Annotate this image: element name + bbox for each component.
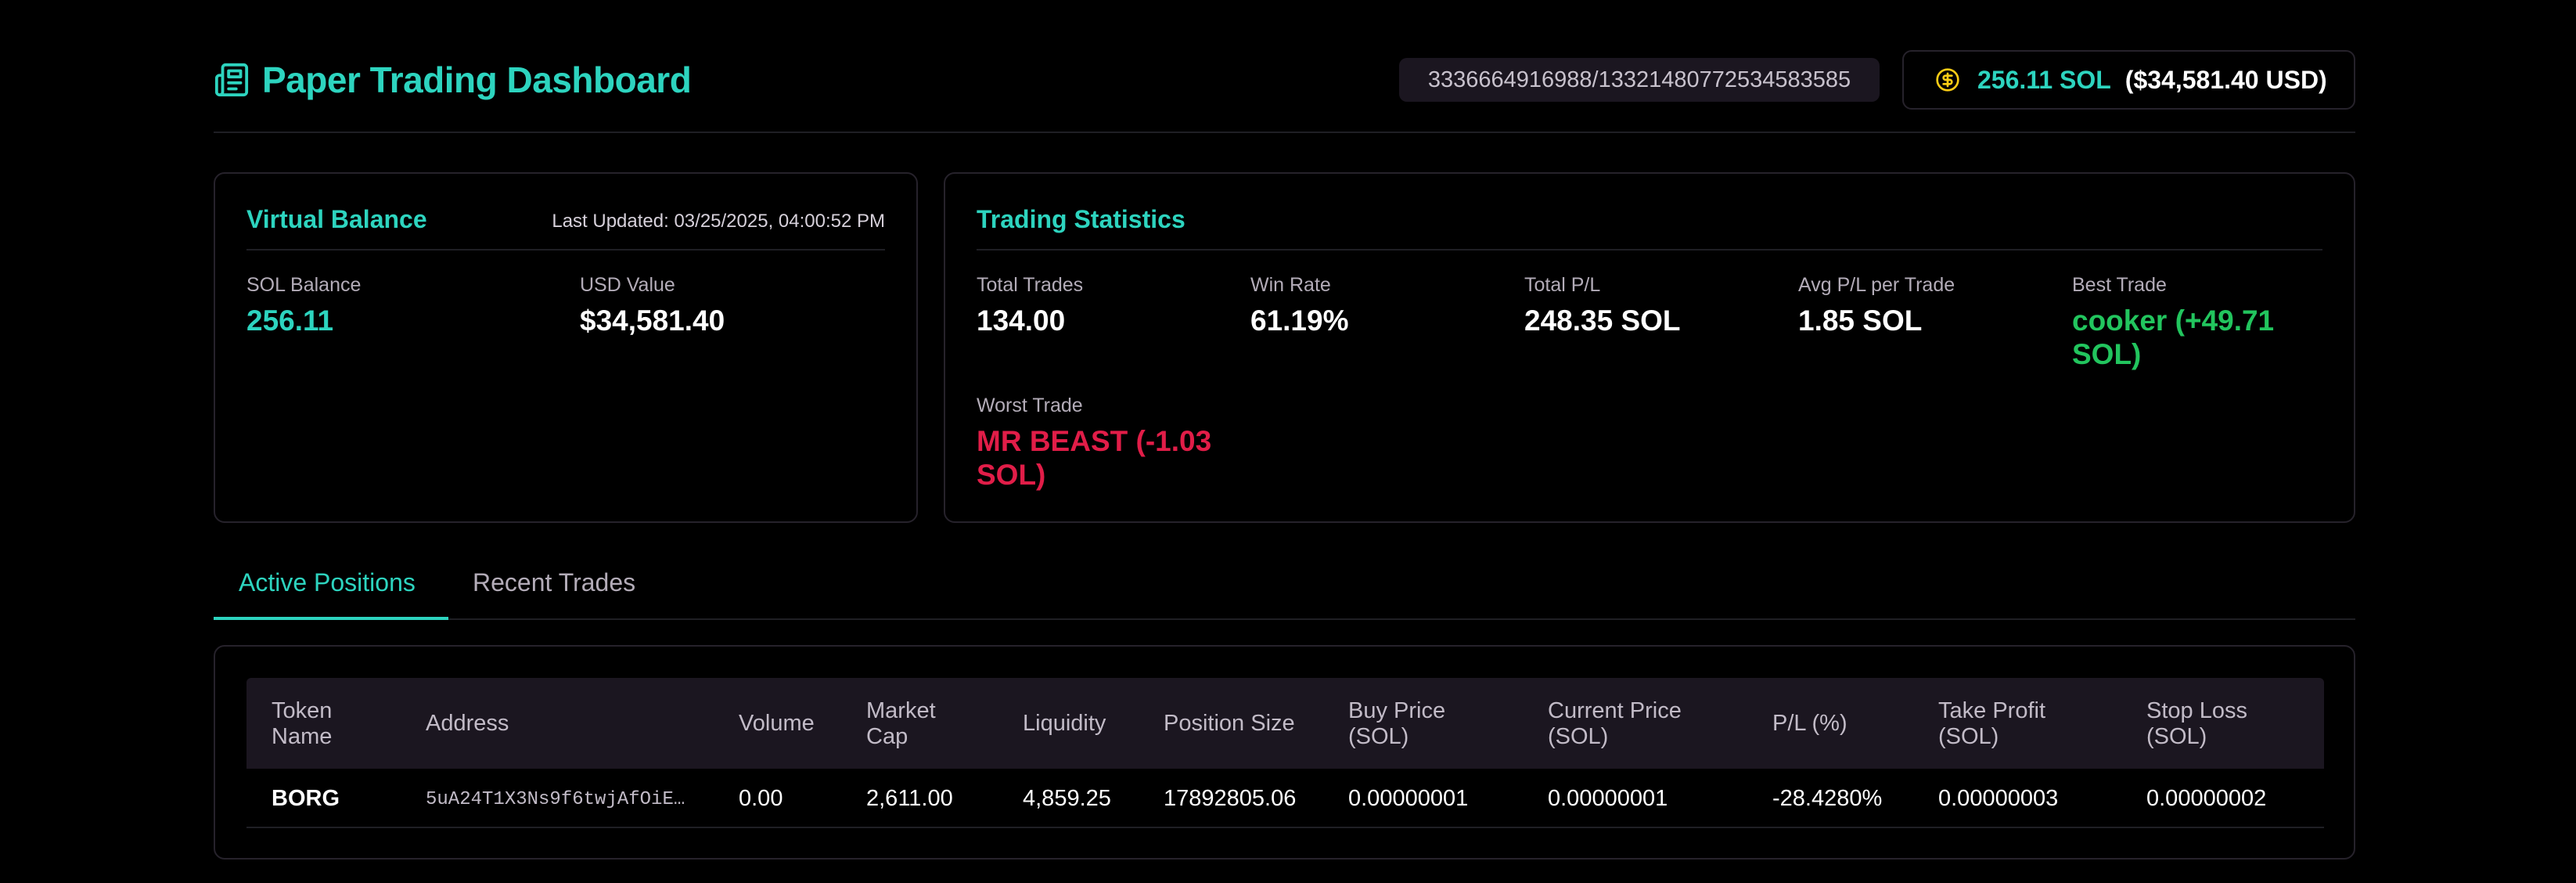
column-header-line: Liquidity (1023, 711, 1106, 736)
column-header: Position Size (1164, 711, 1295, 737)
page-title: Paper Trading Dashboard (262, 59, 692, 100)
total-trades-label: Total Trades (977, 274, 1084, 296)
balance-sol: 256.11 SOL (1977, 65, 2111, 94)
column-header-line: Token (272, 698, 333, 723)
usd-value: $34,581.40 (580, 305, 725, 337)
column-header: Token Name (272, 698, 332, 750)
total-pl-label: Total P/L (1524, 274, 1601, 296)
column-header: P/L (%) (1772, 711, 1847, 737)
best-trade-line: cooker (+49.71 (2072, 305, 2275, 337)
column-header: Address (426, 711, 509, 737)
column-header-line: Cap (866, 724, 908, 749)
column-header-line: Stop Loss (2146, 698, 2247, 723)
trading-statistics-card: Trading Statistics Total Trades 134.00 W… (944, 172, 2355, 523)
current-price-cell: 0.00000001 (1548, 786, 1668, 811)
address-cell[interactable]: 5uA24T1X3Ns9f6twjAfOiE… (426, 789, 685, 810)
stop-loss-cell: 0.00000002 (2146, 786, 2267, 811)
liquidity-cell: 4,859.25 (1023, 786, 1111, 811)
market-cap-cell: 2,611.00 (866, 786, 953, 811)
column-header-line: (SOL) (2146, 724, 2207, 749)
column-header-line: Take Profit (1938, 698, 2045, 723)
last-updated: Last Updated: 03/25/2025, 04:00:52 PM (552, 211, 885, 232)
column-header-line: Position Size (1164, 711, 1295, 736)
newspaper-icon (214, 63, 249, 97)
total-trades-value: 134.00 (977, 305, 1066, 337)
avg-pl-label: Avg P/L per Trade (1798, 274, 1955, 296)
tab-recent-trades[interactable]: Recent Trades (473, 568, 636, 596)
column-header: Stop Loss (SOL) (2146, 698, 2247, 750)
worst-trade-value: MR BEAST (-1.03 SOL) (977, 424, 1211, 492)
column-header-line: Current Price (1548, 698, 1682, 723)
column-header-line: P/L (%) (1772, 711, 1847, 736)
table-header: Token Name Address Volume Market Cap Liquidity… (246, 678, 2324, 769)
column-header: Liquidity (1023, 711, 1106, 737)
column-header: Take Profit (SOL) (1938, 698, 2045, 750)
sol-balance-value: 256.11 (246, 305, 334, 337)
column-header-line: (SOL) (1348, 724, 1409, 749)
take-profit-cell: 0.00000003 (1938, 786, 2059, 811)
balance-usd: ($34,581.40 USD) (2124, 65, 2327, 94)
column-header-line: (SOL) (1938, 724, 1999, 749)
column-header: Market Cap (866, 698, 936, 750)
column-header-line: Address (426, 711, 509, 736)
pl-percent-cell: -28.4280% (1772, 786, 1883, 811)
virtual-balance-card: Virtual Balance Last Updated: 03/25/2025… (214, 172, 918, 523)
tab-active-positions[interactable]: Active Positions (239, 568, 416, 596)
column-header-line: Name (272, 724, 333, 749)
worst-trade-line: MR BEAST (-1.03 (977, 425, 1212, 457)
volume-cell: 0.00 (739, 786, 783, 811)
win-rate-label: Win Rate (1250, 274, 1331, 296)
column-header: Current Price (SOL) (1548, 698, 1682, 750)
active-tab-indicator (214, 617, 448, 620)
positions-table-card: Token Name Address Volume Market Cap Liquidity… (214, 645, 2355, 860)
sol-balance-label: SOL Balance (246, 274, 362, 296)
win-rate-value: 61.19% (1250, 305, 1349, 337)
column-header: Buy Price (SOL) (1348, 698, 1445, 750)
divider (246, 249, 885, 250)
column-header-line: (SOL) (1548, 724, 1609, 749)
total-pl-value: 248.35 SOL (1524, 305, 1681, 337)
token-name-cell: BORG (272, 786, 340, 811)
column-header-line: Buy Price (1348, 698, 1446, 723)
usd-value-label: USD Value (580, 274, 675, 296)
best-trade-value: cooker (+49.71 SOL) (2072, 304, 2274, 371)
trading-statistics-title: Trading Statistics (977, 205, 1185, 233)
brand: Paper Trading Dashboard (214, 59, 692, 101)
tab-bar: Active Positions Recent Trades (214, 548, 2355, 620)
position-size-cell: 17892805.06 (1164, 786, 1297, 811)
table-row[interactable]: BORG 5uA24T1X3Ns9f6twjAfOiE… 0.00 2,611.… (246, 769, 2324, 828)
column-header-line: Volume (739, 711, 815, 736)
user-id-badge: 3336664916988/13321480772534583585 (1399, 58, 1880, 102)
virtual-balance-title: Virtual Balance (246, 205, 427, 233)
column-header: Volume (739, 711, 815, 737)
column-header-line: Market (866, 698, 936, 723)
balance-summary: 256.11 SOL ($34,581.40 USD) (1902, 50, 2355, 110)
best-trade-label: Best Trade (2072, 274, 2167, 296)
buy-price-cell: 0.00000001 (1348, 786, 1469, 811)
best-trade-line: SOL) (2072, 338, 2142, 370)
avg-pl-value: 1.85 SOL (1798, 305, 1923, 337)
dollar-coin-icon (1936, 68, 1959, 92)
page-header: Paper Trading Dashboard 3336664916988/13… (214, 50, 2355, 133)
worst-trade-line: SOL) (977, 459, 1046, 491)
divider (977, 249, 2322, 250)
worst-trade-label: Worst Trade (977, 395, 1083, 416)
